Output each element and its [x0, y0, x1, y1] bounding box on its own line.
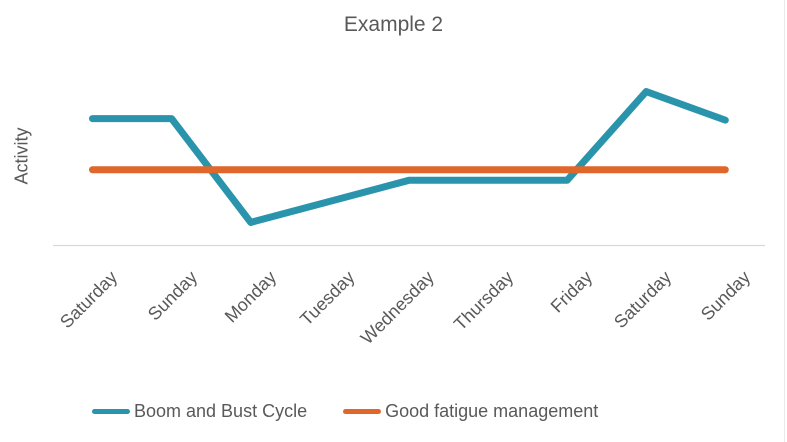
legend-label: Good fatigue management	[385, 401, 599, 421]
chart-title: Example 2	[343, 13, 444, 36]
legend: Boom and Bust Cycle Good fatigue manageme…	[92, 401, 598, 422]
legend-label: Boom and Bust Cycle	[134, 401, 308, 421]
legend-item-0: Boom and Bust Cycle	[92, 401, 307, 422]
legend-swatch-icon	[92, 409, 130, 414]
legend-item-1: Good fatigue management	[343, 401, 598, 422]
series-line-0	[89, 88, 729, 226]
legend-swatch-icon	[343, 409, 382, 414]
chart-area-border	[784, 0, 785, 442]
